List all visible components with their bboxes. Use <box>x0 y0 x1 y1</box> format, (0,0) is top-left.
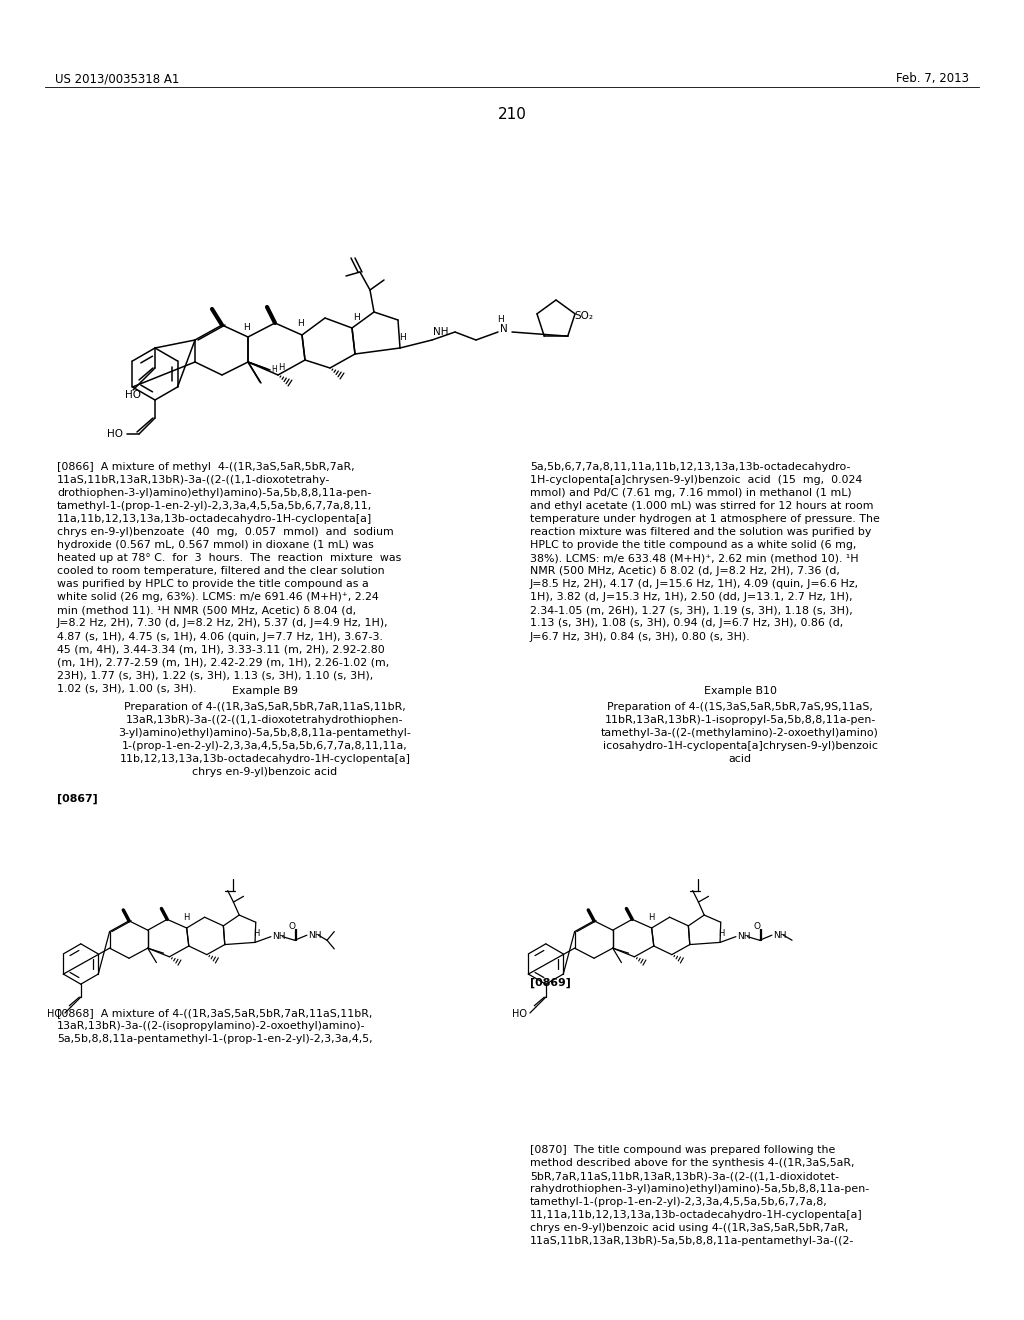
Text: [0867]: [0867] <box>57 795 97 804</box>
Text: [0870]  The title compound was prepared following the
method described above for: [0870] The title compound was prepared f… <box>530 1144 869 1246</box>
Text: NH: NH <box>737 932 751 941</box>
Text: HO: HO <box>512 1010 527 1019</box>
Text: O: O <box>289 923 296 931</box>
Text: HO: HO <box>125 389 141 400</box>
Text: US 2013/0035318 A1: US 2013/0035318 A1 <box>55 73 179 84</box>
Text: 5a,5b,6,7,7a,8,11,11a,11b,12,13,13a,13b-octadecahydro-
1H-cyclopenta[a]chrysen-9: 5a,5b,6,7,7a,8,11,11a,11b,12,13,13a,13b-… <box>530 462 880 642</box>
Text: H: H <box>352 314 359 322</box>
Text: H: H <box>271 364 276 374</box>
Text: H: H <box>278 363 285 371</box>
Text: O: O <box>754 923 761 931</box>
Text: [0869]: [0869] <box>530 978 570 989</box>
Text: H: H <box>718 929 725 939</box>
Text: Preparation of 4-((1S,3aS,5aR,5bR,7aS,9S,11aS,
11bR,13aR,13bR)-1-isopropyl-5a,5b: Preparation of 4-((1S,3aS,5aR,5bR,7aS,9S… <box>601 702 879 764</box>
Text: H: H <box>183 913 189 923</box>
Text: Preparation of 4-((1R,3aS,5aR,5bR,7aR,11aS,11bR,
13aR,13bR)-3a-((2-((1,1-dioxote: Preparation of 4-((1R,3aS,5aR,5bR,7aR,11… <box>119 702 412 777</box>
Text: [0866]  A mixture of methyl  4-((1R,3aS,5aR,5bR,7aR,
11aS,11bR,13aR,13bR)-3a-((2: [0866] A mixture of methyl 4-((1R,3aS,5a… <box>57 462 401 694</box>
Text: NH: NH <box>272 932 286 941</box>
Text: Example B9: Example B9 <box>232 686 298 696</box>
Text: H: H <box>497 315 504 323</box>
Text: Feb. 7, 2013: Feb. 7, 2013 <box>896 73 969 84</box>
Text: N: N <box>500 323 508 334</box>
Text: HO: HO <box>47 1010 62 1019</box>
Text: NH: NH <box>433 327 449 337</box>
Text: SO₂: SO₂ <box>574 312 593 321</box>
Text: 210: 210 <box>498 107 526 121</box>
Text: H: H <box>253 929 260 939</box>
Text: H: H <box>648 913 654 923</box>
Text: NH: NH <box>773 931 786 940</box>
Text: H: H <box>398 334 406 342</box>
Text: NH: NH <box>308 931 322 940</box>
Text: Example B10: Example B10 <box>703 686 776 696</box>
Text: H: H <box>297 318 303 327</box>
Text: H: H <box>243 322 250 331</box>
Text: HO: HO <box>106 429 123 440</box>
Text: [0868]  A mixture of 4-((1R,3aS,5aR,5bR,7aR,11aS,11bR,
13aR,13bR)-3a-((2-(isopro: [0868] A mixture of 4-((1R,3aS,5aR,5bR,7… <box>57 1008 373 1044</box>
